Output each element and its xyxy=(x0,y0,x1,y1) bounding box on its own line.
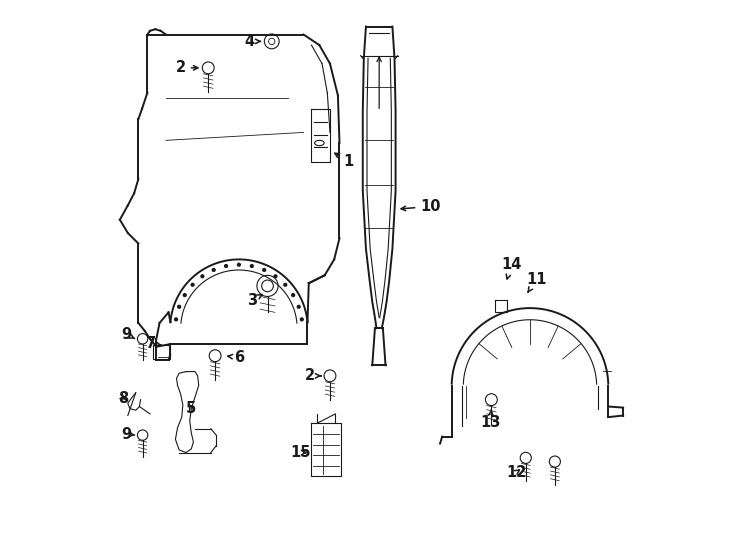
Circle shape xyxy=(283,282,288,287)
Circle shape xyxy=(273,274,277,279)
Circle shape xyxy=(177,305,181,309)
Text: 14: 14 xyxy=(501,257,522,279)
Circle shape xyxy=(299,318,304,321)
Circle shape xyxy=(250,264,254,268)
Text: 4: 4 xyxy=(244,34,261,49)
Circle shape xyxy=(211,268,216,272)
Circle shape xyxy=(291,293,295,297)
Text: 12: 12 xyxy=(506,464,526,480)
Circle shape xyxy=(191,282,195,287)
Text: 2: 2 xyxy=(305,368,321,383)
Text: 5: 5 xyxy=(186,401,197,416)
Text: 7: 7 xyxy=(146,335,161,350)
Text: 8: 8 xyxy=(118,390,128,406)
Circle shape xyxy=(237,262,241,267)
Text: 1: 1 xyxy=(335,153,354,169)
Circle shape xyxy=(297,305,301,309)
Text: 9: 9 xyxy=(122,427,134,442)
Circle shape xyxy=(262,268,266,272)
Text: 10: 10 xyxy=(401,199,440,214)
Circle shape xyxy=(183,293,187,297)
Text: 3: 3 xyxy=(247,293,262,308)
Text: 13: 13 xyxy=(480,409,501,430)
Text: 2: 2 xyxy=(175,60,198,76)
Circle shape xyxy=(200,274,205,279)
Circle shape xyxy=(224,264,228,268)
Text: 9: 9 xyxy=(122,327,134,342)
Text: 6: 6 xyxy=(228,350,244,365)
Text: 15: 15 xyxy=(291,445,311,460)
Text: 11: 11 xyxy=(526,272,547,292)
Circle shape xyxy=(174,318,178,321)
